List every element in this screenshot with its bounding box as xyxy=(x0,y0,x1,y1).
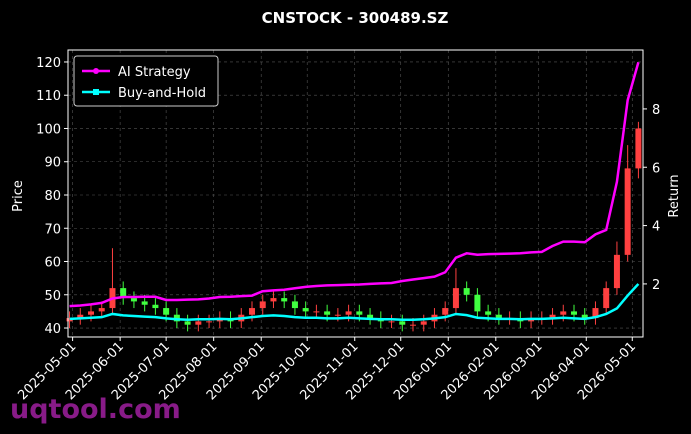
candle-body xyxy=(603,288,610,309)
candle-body xyxy=(77,314,84,319)
y2-tick-label: 6 xyxy=(652,161,660,176)
candle-body xyxy=(367,314,374,319)
legend-label: Buy-and-Hold xyxy=(118,86,206,101)
candle-body xyxy=(184,321,191,325)
candle-body xyxy=(560,311,567,315)
candle-body xyxy=(592,308,599,319)
candle-body xyxy=(571,311,577,315)
legend-marker xyxy=(93,68,99,74)
candle-body xyxy=(313,311,320,313)
candle-body xyxy=(399,321,406,325)
candle-body xyxy=(291,301,298,309)
candle-body xyxy=(195,321,202,325)
candle-body xyxy=(98,308,105,312)
candle-body xyxy=(259,301,266,309)
y-tick-label: 50 xyxy=(44,289,61,304)
y-axis-label: Price xyxy=(11,180,26,212)
candle-body xyxy=(410,324,416,326)
candle-body xyxy=(334,314,341,316)
candle-body xyxy=(624,168,631,255)
candle-body xyxy=(485,311,492,315)
candle-body xyxy=(141,301,148,305)
candle-body xyxy=(206,321,213,323)
candle-body xyxy=(463,288,470,295)
candle-body xyxy=(635,128,642,169)
candle-body xyxy=(581,314,588,319)
y-tick-label: 70 xyxy=(44,222,61,237)
watermark: uqtool.com xyxy=(10,394,181,425)
candle-body xyxy=(66,318,73,322)
candle-body xyxy=(549,314,556,319)
y-tick-label: 100 xyxy=(36,122,61,137)
legend-label: AI Strategy xyxy=(118,65,191,80)
legend-box xyxy=(73,55,219,107)
candle-body xyxy=(130,298,137,302)
candle-body xyxy=(281,298,288,302)
y-tick-label: 40 xyxy=(44,322,61,337)
y-tick-label: 120 xyxy=(36,56,61,71)
candle-body xyxy=(120,288,127,299)
candle-body xyxy=(324,311,331,315)
y-tick-label: 60 xyxy=(44,256,61,271)
chart-title: CNSTOCK - 300489.SZ xyxy=(262,9,449,27)
candle-body xyxy=(356,311,363,315)
candle-body xyxy=(270,298,277,302)
candle-body xyxy=(88,311,94,315)
candle-body xyxy=(345,311,352,315)
y2-tick-label: 2 xyxy=(652,278,660,293)
y2-tick-label: 4 xyxy=(652,220,660,235)
candle-body xyxy=(163,308,170,315)
y2-axis-label: Return xyxy=(667,174,682,217)
y-tick-label: 80 xyxy=(44,189,61,204)
candle-body xyxy=(388,321,395,323)
y2-tick-label: 8 xyxy=(652,103,660,118)
candle-body xyxy=(442,308,449,315)
candle-body xyxy=(152,304,159,309)
legend-marker xyxy=(93,89,99,95)
y-tick-label: 110 xyxy=(36,89,61,104)
plot-frame xyxy=(67,49,644,338)
line-series xyxy=(69,61,640,308)
candle-body xyxy=(452,288,459,309)
candle-body xyxy=(613,254,620,289)
line-series xyxy=(69,283,640,322)
y-tick-label: 90 xyxy=(44,156,61,171)
candle-body xyxy=(420,321,427,325)
candle-body xyxy=(474,294,481,312)
candle-body xyxy=(302,308,309,312)
candle-body xyxy=(249,308,255,315)
candle-body xyxy=(495,314,502,319)
